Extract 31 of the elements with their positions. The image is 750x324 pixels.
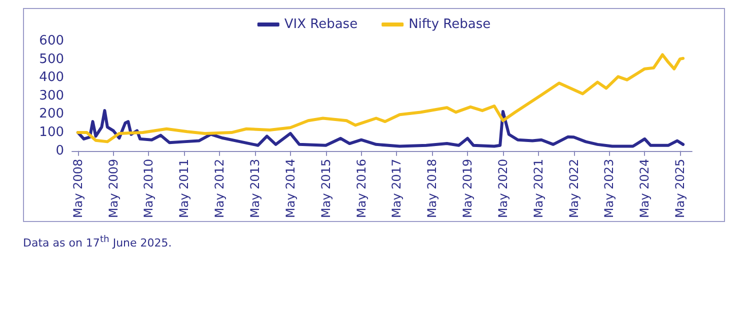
line-series	[76, 53, 685, 144]
x-tick-label: May 2014	[283, 158, 298, 218]
y-tick-label: 400	[39, 70, 64, 86]
y-tick-label: 300	[39, 88, 64, 104]
x-tick-label: May 2011	[177, 158, 192, 218]
x-tick-label: May 2008	[70, 158, 85, 218]
frame: 0 100 200 300 400 500 600 May 2008 May 2009 May 2010 May 2011 May 2012 May 2013 May 2014 May 2015 May 2016 May 2017 May 2018 May 2019 May 2020 May 2021 May 2022 May 2023 May 2024 May 2025 VIX Rebase Nifty Rebase	[23, 8, 725, 222]
y-tick-label: 600	[39, 34, 64, 48]
y-tick-label: 200	[39, 106, 64, 122]
text: Data as on 17$^{th}$ June 2025.	[23, 234, 173, 250]
x-tick-label: May 2010	[142, 158, 156, 218]
x-tick-label: May 2024	[638, 158, 652, 218]
y-tick-label: 0	[56, 143, 64, 158]
y-tick-label: 100	[39, 125, 64, 140]
x-tick-label: May 2013	[248, 158, 262, 218]
x-tick-label: May 2023	[602, 158, 616, 218]
x-tick-label: May 2009	[106, 158, 120, 218]
x-tick-label: May 2022	[566, 158, 581, 218]
x-tick-label: May 2019	[460, 158, 474, 218]
x-tick-label: May 2012	[212, 158, 227, 218]
x-tick-label: May 2017	[390, 158, 404, 218]
legend-label: Nifty Rebase	[408, 17, 491, 32]
line-series	[76, 109, 685, 148]
x-tick-label: May 2016	[354, 158, 368, 218]
legend-label: VIX Rebase	[284, 17, 358, 32]
x-tick-label: May 2015	[318, 158, 333, 218]
x-tick-label: May 2020	[496, 158, 510, 218]
x-tick-label: May 2025	[673, 158, 688, 218]
x-tick-label: May 2018	[425, 158, 440, 218]
x-tick-label: May 2021	[531, 158, 546, 218]
y-tick-label: 500	[39, 52, 64, 67]
